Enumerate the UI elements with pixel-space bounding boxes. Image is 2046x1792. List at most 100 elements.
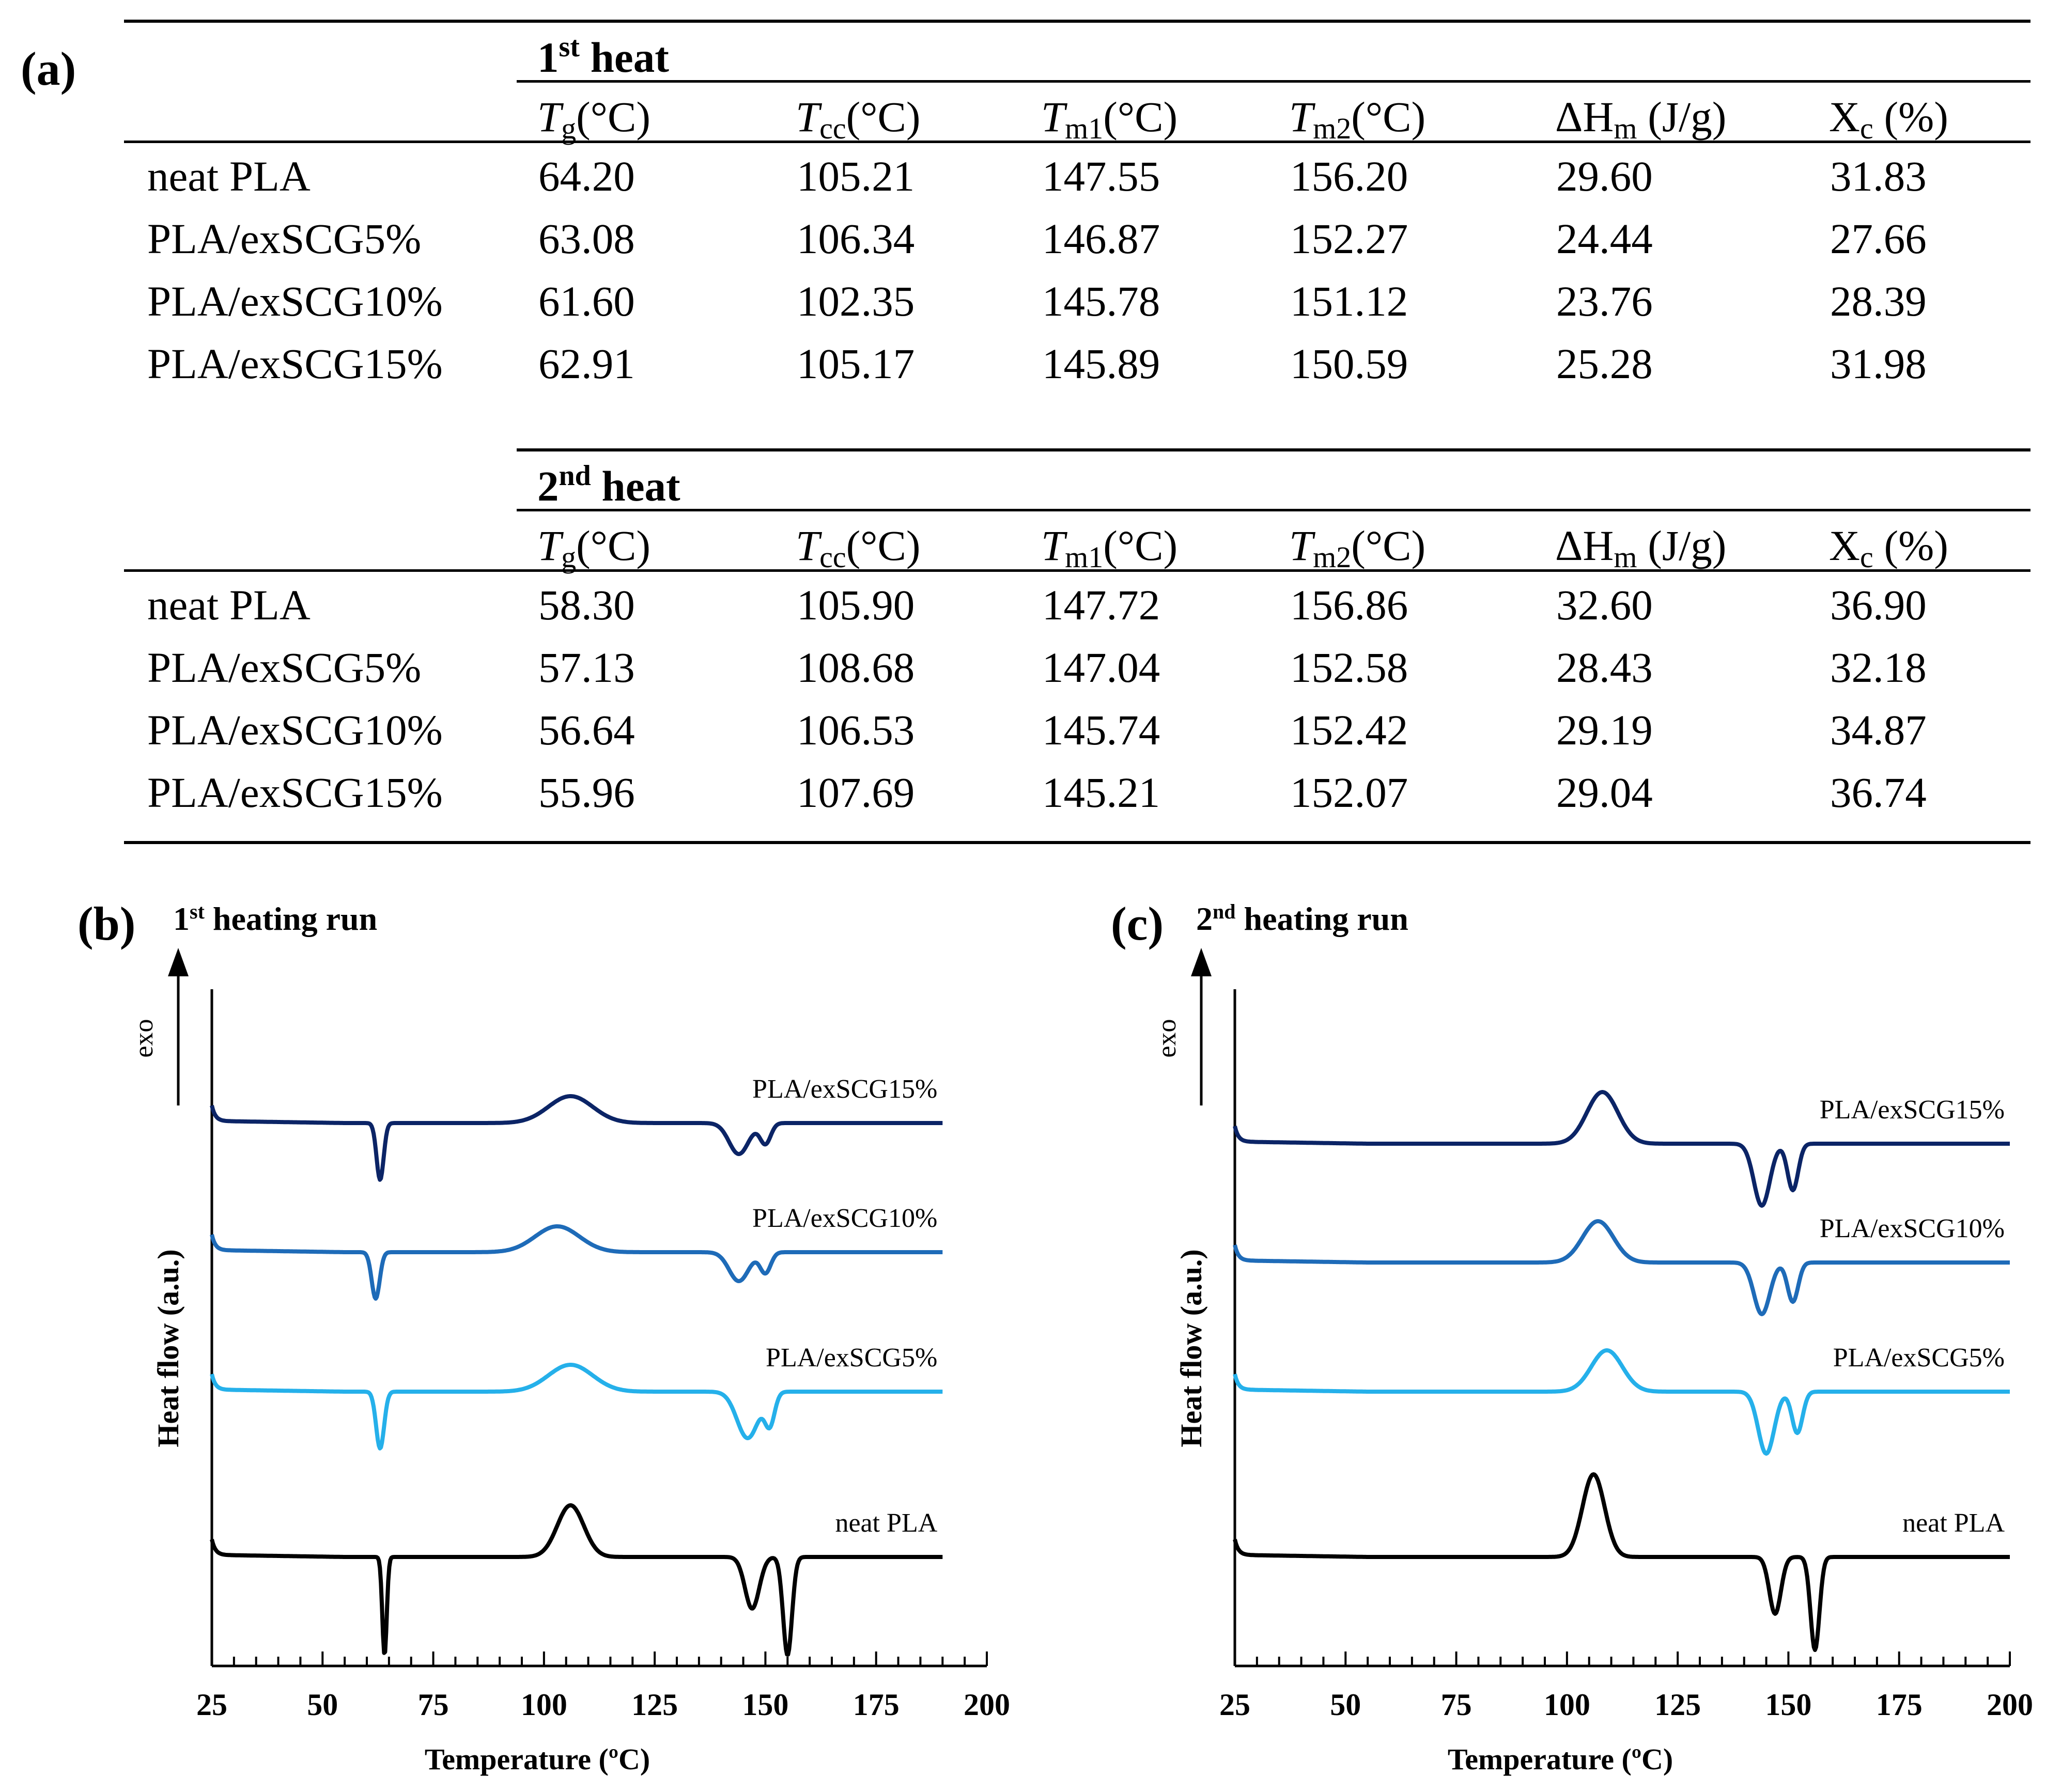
x-tick-label: 125	[631, 1688, 678, 1722]
table-cell: 105.21	[797, 152, 915, 200]
x-tick-label: 150	[742, 1688, 788, 1722]
table-cell: 31.83	[1830, 152, 1927, 200]
table-cell: 145.89	[1042, 340, 1160, 387]
x-tick-label: 50	[1330, 1688, 1361, 1722]
table-cell: 29.04	[1556, 769, 1653, 816]
table-cell: 36.90	[1830, 581, 1927, 629]
table-column-header: ΔHm (J/g)	[1555, 93, 1727, 145]
table-cell: 107.69	[797, 769, 915, 816]
x-tick-label: 50	[307, 1688, 338, 1722]
table-cell: 152.42	[1290, 706, 1408, 754]
table-rule	[517, 80, 2031, 83]
table-row-label: neat PLA	[147, 152, 311, 200]
table-cell: 27.66	[1830, 215, 1927, 262]
table-cell: 61.60	[538, 277, 635, 325]
table-column-header: Xc (%)	[1829, 93, 1948, 145]
table-cell: 106.34	[797, 215, 915, 262]
table-column-header: Tg(°C)	[537, 93, 651, 145]
series-line-2	[210, 1363, 944, 1451]
table-cell: 58.30	[538, 581, 635, 629]
table-rule	[517, 448, 2031, 451]
series-label: PLA/exSCG10%	[1820, 1214, 2005, 1243]
exo-arrow-head	[1191, 948, 1212, 976]
table-cell: 32.60	[1556, 581, 1653, 629]
table-row-label: PLA/exSCG5%	[147, 644, 422, 691]
series-line-1	[210, 1224, 944, 1301]
table-column-header: Tcc(°C)	[796, 522, 921, 574]
table-cell: 147.72	[1042, 581, 1160, 629]
exo-label: exo	[1152, 1019, 1182, 1057]
x-tick-label: 25	[196, 1688, 227, 1722]
table-rule	[124, 141, 2031, 143]
table-row-label: PLA/exSCG5%	[147, 215, 422, 262]
table-cell: 56.64	[538, 706, 635, 754]
table-column-header: Tm1(°C)	[1041, 522, 1178, 574]
table-cell: 24.44	[1556, 215, 1653, 262]
table-cell: 151.12	[1290, 277, 1408, 325]
table-rule	[124, 20, 2031, 23]
table-row-label: PLA/exSCG10%	[147, 706, 443, 754]
table-cell: 147.55	[1042, 152, 1160, 200]
table-section-title: 1st heat	[537, 31, 669, 81]
table-rule	[124, 569, 2031, 572]
table-cell: 145.21	[1042, 769, 1160, 816]
table-cell: 152.58	[1290, 644, 1408, 691]
table-cell: 36.74	[1830, 769, 1927, 816]
series-label: PLA/exSCG15%	[1820, 1095, 2005, 1125]
x-tick-label: 75	[418, 1688, 449, 1722]
y-axis-label: Heat flow (a.u.)	[1174, 1249, 1208, 1447]
table-column-header: ΔHm (J/g)	[1555, 522, 1727, 574]
table-column-header: Tg(°C)	[537, 522, 651, 574]
chart-second-heating: 2nd heating run 25 50 75 100 125 150 175 200 Temp…	[1152, 900, 2033, 1777]
table-column-header: Xc (%)	[1829, 522, 1948, 574]
series-label: neat PLA	[835, 1508, 937, 1538]
x-axis-label: Temperature (ºC)	[425, 1742, 650, 1776]
table-cell: 105.90	[797, 581, 915, 629]
series-label: PLA/exSCG5%	[766, 1343, 937, 1373]
series-label: neat PLA	[1902, 1508, 2005, 1538]
series-line-1	[1233, 1219, 2011, 1316]
panel-label-a: (a)	[21, 42, 76, 95]
panel-label-b: (b)	[78, 897, 136, 950]
table-cell: 146.87	[1042, 215, 1160, 262]
table-cell: 29.60	[1556, 152, 1653, 200]
series-line-3	[210, 1503, 944, 1657]
x-tick-label: 75	[1441, 1688, 1472, 1722]
table-cell: 28.39	[1830, 277, 1927, 325]
table-cell: 63.08	[538, 215, 635, 262]
y-axis-label: Heat flow (a.u.)	[151, 1249, 185, 1447]
chart-title: 1st heating run	[173, 900, 377, 938]
exo-label: exo	[129, 1019, 159, 1057]
x-tick-label: 25	[1219, 1688, 1250, 1722]
table-row-label: PLA/exSCG15%	[147, 769, 443, 816]
table-cell: 108.68	[797, 644, 915, 691]
series-line-3	[1233, 1472, 2011, 1652]
series-label: PLA/exSCG10%	[752, 1204, 937, 1233]
table-cell: 152.27	[1290, 215, 1408, 262]
table-row-label: PLA/exSCG15%	[147, 340, 443, 387]
table-cell: 25.28	[1556, 340, 1653, 387]
x-tick-label: 150	[1765, 1688, 1811, 1722]
dsc-table: 1st heat Tg(°C) Tcc(°C) Tm1(°C) Tm2(°C) ΔHm (…	[124, 15, 2031, 844]
x-tick-label: 100	[521, 1688, 567, 1722]
x-tick-label: 175	[853, 1688, 900, 1722]
x-axis-label: Temperature (ºC)	[1448, 1742, 1673, 1776]
table-column-header: Tm2(°C)	[1289, 522, 1426, 574]
series-line-0	[1233, 1090, 2011, 1208]
table-cell: 55.96	[538, 769, 635, 816]
table-cell: 145.74	[1042, 706, 1160, 754]
x-tick-label: 100	[1544, 1688, 1590, 1722]
table-cell: 156.86	[1290, 581, 1408, 629]
series-label: PLA/exSCG5%	[1833, 1343, 2005, 1373]
chart-first-heating: 1st heating run 25 50 75 100 125 150 175 200 Temp…	[129, 900, 1010, 1777]
table-cell: 28.43	[1556, 644, 1653, 691]
x-tick-label: 200	[1987, 1688, 2033, 1722]
x-tick-label: 200	[964, 1688, 1010, 1722]
table-cell: 29.19	[1556, 706, 1653, 754]
table-cell: 106.53	[797, 706, 915, 754]
table-column-header: Tcc(°C)	[796, 93, 921, 145]
exo-arrow-head	[168, 948, 189, 976]
table-column-header: Tm2(°C)	[1289, 93, 1426, 145]
table-cell: 64.20	[538, 152, 635, 200]
table-cell: 105.17	[797, 340, 915, 387]
